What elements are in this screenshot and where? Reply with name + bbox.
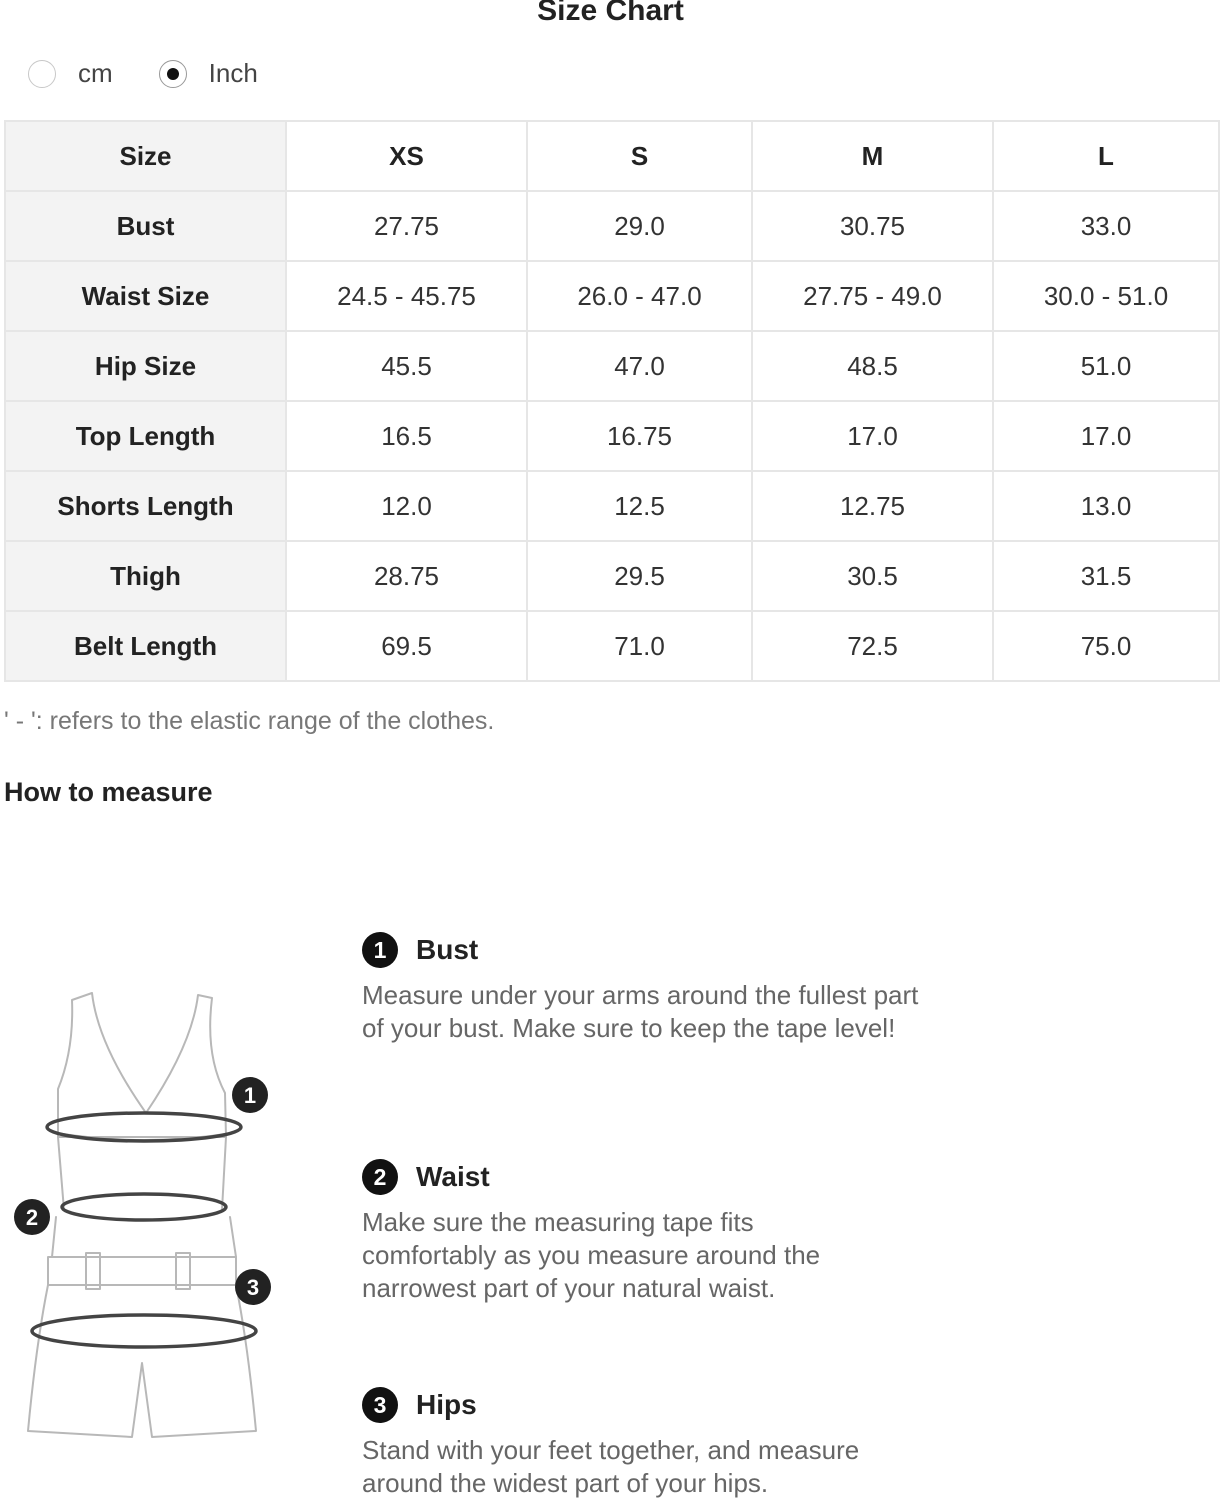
instruction-description: Make sure the measuring tape fits comfor… (362, 1207, 821, 1303)
measurement-cell: 12.5 (526, 470, 753, 542)
size-header-cell: S (526, 120, 753, 192)
measurement-cell: 45.5 (285, 330, 528, 402)
instruction-description: Measure under your arms around the fulle… (362, 980, 919, 1043)
measurement-cell: 27.75 (285, 190, 528, 262)
measurement-cell: 17.0 (992, 400, 1220, 472)
table-row: Waist Size 24.5 - 45.75 26.0 - 47.0 27.75 -… (4, 260, 1220, 332)
table-row: Hip Size 45.5 47.0 48.5 51.0 (4, 330, 1220, 402)
row-label-cell: Belt Length (4, 610, 287, 682)
size-header-cell: M (751, 120, 994, 192)
radio-cm[interactable] (28, 59, 56, 88)
measurement-cell: 30.5 (751, 540, 994, 612)
table-row: Bust 27.75 29.0 30.75 33.0 (4, 190, 1220, 262)
row-label-cell: Top Length (4, 400, 287, 472)
instruction-bust: 1 Bust Measure under your arms around th… (362, 932, 962, 1045)
size-header-cell: XS (285, 120, 528, 192)
radio-inch[interactable] (158, 59, 187, 88)
table-row: Top Length 16.5 16.75 17.0 17.0 (4, 400, 1220, 472)
marker-3-label: 3 (247, 1275, 259, 1300)
instruction-title: Hips (416, 1389, 477, 1420)
bust-measure-line (45, 1111, 243, 1143)
unit-selector: cm Inch (28, 58, 304, 89)
shorts-outline (27, 1216, 257, 1438)
hip-measure-line (30, 1313, 258, 1349)
belt-outline (47, 1256, 237, 1286)
measurement-cell: 26.0 - 47.0 (526, 260, 753, 332)
measurement-cell: 27.75 - 49.0 (751, 260, 994, 332)
measurement-cell: 72.5 (751, 610, 994, 682)
marker-2-label: 2 (26, 1205, 38, 1230)
table-header-row: Size XS S M L (4, 120, 1220, 192)
measurement-cell: 75.0 (992, 610, 1220, 682)
measurement-cell: 31.5 (992, 540, 1220, 612)
instruction-title: Waist (416, 1161, 490, 1192)
row-label-cell: Thigh (4, 540, 287, 612)
row-label-cell: Shorts Length (4, 470, 287, 542)
marker-1-label: 1 (244, 1083, 256, 1108)
row-label-cell: Bust (4, 190, 287, 262)
measurement-cell: 12.0 (285, 470, 528, 542)
unit-option-cm[interactable]: cm (28, 58, 113, 89)
measurement-cell: 33.0 (992, 190, 1220, 262)
unit-label-cm: cm (78, 58, 113, 88)
belt-loop-right (175, 1252, 191, 1290)
measurement-cell: 12.75 (751, 470, 994, 542)
instruction-description: Stand with your feet together, and measu… (362, 1435, 860, 1498)
torso-outline (57, 1136, 227, 1211)
measurement-cell: 30.0 - 51.0 (992, 260, 1220, 332)
table-row: Thigh 28.75 29.5 30.5 31.5 (4, 540, 1220, 612)
number-2-icon: 2 (362, 1159, 398, 1195)
instruction-hips: 3 Hips Stand with your feet together, an… (362, 1387, 962, 1500)
size-chart-table: Size XS S M L Bust 27.75 29.0 30.75 33.0 Waist Siz… (4, 120, 1220, 682)
number-3-icon: 3 (362, 1387, 398, 1423)
size-header-cell: L (992, 120, 1220, 192)
crop-top-outline (57, 992, 227, 1138)
instruction-title: Bust (416, 934, 479, 965)
measurement-cell: 30.75 (751, 190, 994, 262)
row-label-cell: Hip Size (4, 330, 287, 402)
measurement-cell: 47.0 (526, 330, 753, 402)
marker-1: 1 (232, 1077, 268, 1113)
measurement-cell: 69.5 (285, 610, 528, 682)
row-label-cell: Waist Size (4, 260, 287, 332)
measurement-cell: 48.5 (751, 330, 994, 402)
measurement-cell: 17.0 (751, 400, 994, 472)
radio-dot-icon (166, 67, 179, 80)
how-to-measure-heading: How to measure (4, 777, 213, 807)
waist-measure-line (60, 1192, 228, 1222)
instruction-waist: 2 Waist Make sure the measuring tape fit… (362, 1159, 962, 1305)
unit-label-inch: Inch (208, 58, 258, 88)
unit-option-inch[interactable]: Inch (158, 58, 258, 89)
table-row: Shorts Length 12.0 12.5 12.75 13.0 (4, 470, 1220, 542)
measurement-cell: 24.5 - 45.75 (285, 260, 528, 332)
measurement-cell: 16.75 (526, 400, 753, 472)
measurement-figure: 1 2 3 (14, 992, 271, 1438)
measurement-cell: 29.5 (526, 540, 753, 612)
number-1-icon: 1 (362, 932, 398, 968)
measurement-cell: 29.0 (526, 190, 753, 262)
measurement-cell: 16.5 (285, 400, 528, 472)
marker-2: 2 (14, 1199, 50, 1235)
measurement-cell: 28.75 (285, 540, 528, 612)
marker-3: 3 (235, 1269, 271, 1305)
measurement-cell: 13.0 (992, 470, 1220, 542)
elastic-range-note: ' - ': refers to the elastic range of th… (4, 707, 495, 735)
belt-loop-left (85, 1252, 101, 1290)
measurement-cell: 51.0 (992, 330, 1220, 402)
table-row: Belt Length 69.5 71.0 72.5 75.0 (4, 610, 1220, 682)
row-label-cell: Size (4, 120, 287, 192)
measurement-cell: 71.0 (526, 610, 753, 682)
page-title: Size Chart (537, 0, 684, 27)
